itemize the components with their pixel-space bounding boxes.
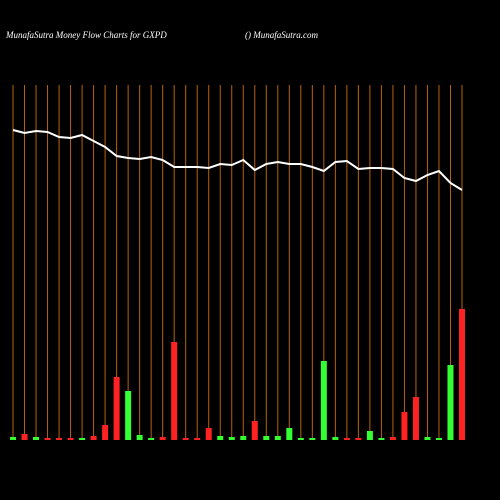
money-flow-bar (263, 436, 270, 440)
money-flow-bar (102, 425, 109, 440)
money-flow-bar (297, 438, 304, 440)
money-flow-bar (125, 391, 132, 440)
money-flow-bar (217, 436, 224, 440)
money-flow-bar (113, 377, 120, 440)
money-flow-bar (389, 437, 396, 440)
money-flow-bar (21, 434, 28, 440)
money-flow-bar (366, 431, 373, 440)
money-flow-bar (148, 438, 155, 440)
money-flow-bar (79, 438, 86, 440)
money-flow-bar (343, 438, 350, 440)
money-flow-bar (159, 437, 166, 440)
money-flow-bar (182, 438, 189, 440)
money-flow-bar (171, 342, 178, 440)
money-flow-bar (447, 365, 454, 440)
money-flow-bar (332, 437, 339, 440)
money-flow-bar (194, 438, 201, 440)
money-flow-bar (424, 437, 431, 440)
money-flow-bar (205, 428, 212, 440)
money-flow-bar (90, 436, 97, 440)
money-flow-bar (33, 437, 40, 440)
money-flow-bar (286, 428, 293, 440)
chart-subtitle: () MunafaSutra.com (245, 30, 318, 40)
money-flow-bar (355, 438, 362, 440)
money-flow-bar (56, 438, 63, 440)
money-flow-bar (412, 397, 419, 440)
money-flow-bar (10, 437, 16, 440)
money-flow-bar (320, 361, 327, 440)
price-line (12, 129, 463, 191)
money-flow-bar (274, 436, 281, 440)
money-flow-bar (401, 412, 408, 440)
money-flow-bar (44, 438, 51, 440)
money-flow-bar (309, 438, 316, 440)
money-flow-bar (459, 309, 465, 440)
money-flow-bar (136, 435, 143, 440)
money-flow-bar (378, 438, 385, 440)
chart-title: MunafaSutra Money Flow Charts for GXPD (5, 30, 167, 40)
money-flow-bar (228, 437, 235, 440)
money-flow-bar (240, 436, 247, 440)
money-flow-bar (251, 421, 258, 440)
money-flow-bar (435, 438, 442, 440)
money-flow-bar (67, 438, 74, 440)
